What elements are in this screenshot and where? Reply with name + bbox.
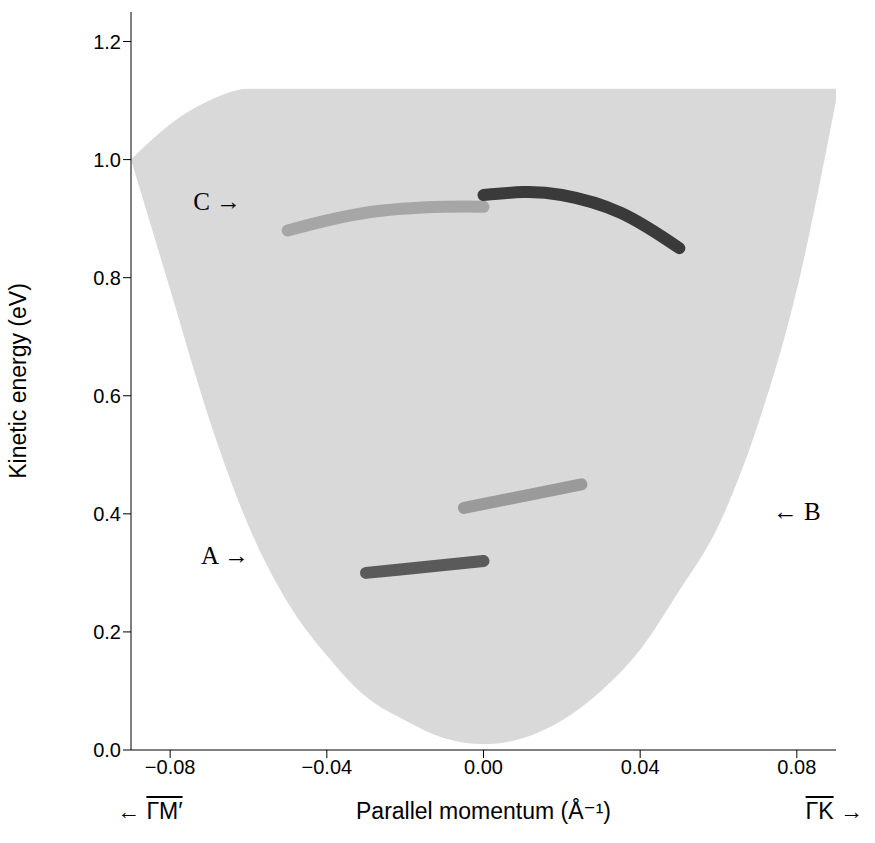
svg-text:A →: A → [201, 542, 249, 569]
svg-text:0.08: 0.08 [777, 756, 816, 778]
svg-text:−0.08: −0.08 [145, 756, 196, 778]
svg-text:Kinetic energy (eV): Kinetic energy (eV) [5, 283, 31, 479]
svg-text:−0.04: −0.04 [302, 756, 353, 778]
svg-text:← B: ← B [773, 498, 821, 525]
svg-text:1.2: 1.2 [93, 31, 121, 53]
svg-text:C →: C → [193, 188, 241, 215]
svg-text:0.6: 0.6 [93, 385, 121, 407]
svg-text:0.4: 0.4 [93, 503, 121, 525]
svg-text:0.0: 0.0 [93, 739, 121, 761]
svg-text:0.00: 0.00 [464, 756, 503, 778]
svg-text:0.04: 0.04 [621, 756, 660, 778]
svg-text:0.2: 0.2 [93, 621, 121, 643]
html-text:Parallel momentum (Å⁻¹): Parallel momentum (Å⁻¹) [356, 798, 611, 824]
html-text:ΓK →: ΓK → [805, 798, 863, 824]
svg-text:0.8: 0.8 [93, 267, 121, 289]
html-text:← ΓM′: ← ΓM′ [117, 798, 183, 824]
svg-text:1.0: 1.0 [93, 149, 121, 171]
